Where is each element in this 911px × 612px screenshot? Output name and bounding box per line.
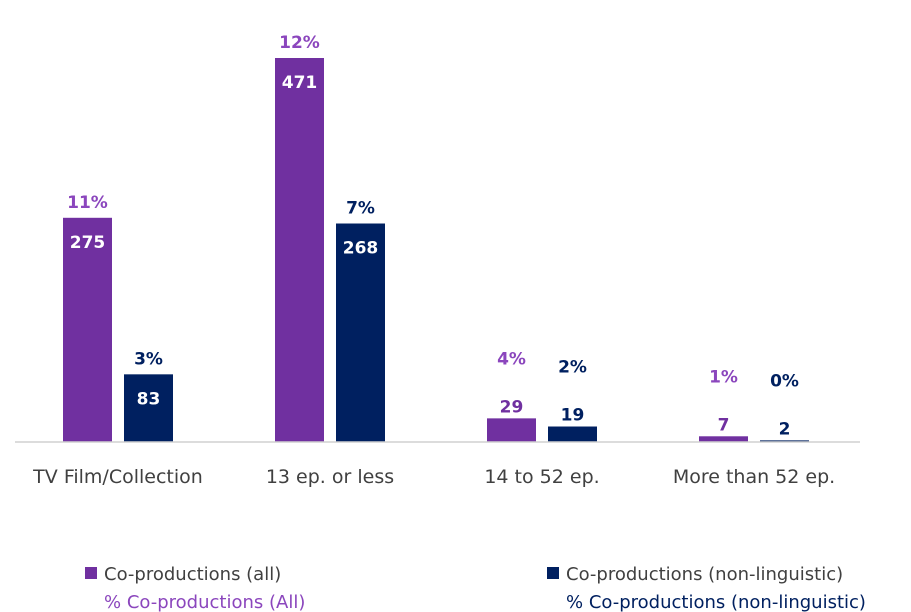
bar-all-1 — [275, 58, 324, 442]
bar-all-2 — [487, 418, 536, 442]
bar-non-linguistic-1 — [336, 223, 385, 442]
percent-label-non-linguistic-3: 0% — [770, 371, 799, 391]
value-label-all-0: 275 — [70, 233, 106, 253]
value-label-all-1: 471 — [282, 73, 318, 93]
bar-all-3 — [699, 436, 748, 442]
value-label-non-linguistic-0: 83 — [137, 389, 161, 409]
legend-label-non-linguistic-percent: % Co-productions (non-linguistic) — [566, 592, 866, 612]
percent-label-non-linguistic-1: 7% — [346, 199, 375, 219]
legend-label-all: Co-productions (all) — [104, 564, 281, 585]
bar-non-linguistic-2 — [548, 426, 597, 442]
legend-swatch-all — [85, 567, 97, 579]
value-label-non-linguistic-1: 268 — [343, 239, 379, 259]
bar-all-0 — [63, 217, 112, 442]
percent-label-all-3: 1% — [709, 367, 738, 387]
legend: Co-productions (all) % Co-productions (A… — [85, 564, 866, 612]
legend-label-non-linguistic: Co-productions (non-linguistic) — [566, 564, 843, 585]
percent-label-all-2: 4% — [497, 349, 526, 369]
value-label-non-linguistic-3: 2 — [779, 419, 791, 439]
value-label-all-2: 29 — [500, 397, 524, 417]
bars-layer: 275 11% 83 3% 471 12% 268 7% 29 4% 19 2% 7 1% 2 0% — [63, 33, 809, 442]
category-label-0: TV Film/Collection — [32, 466, 203, 488]
bar-non-linguistic-0 — [124, 374, 173, 442]
category-label-3: More than 52 ep. — [673, 466, 835, 488]
legend-label-all-percent: % Co-productions (All) — [104, 592, 305, 612]
bar-non-linguistic-3 — [760, 440, 809, 442]
category-labels: TV Film/Collection 13 ep. or less 14 to 52… — [32, 466, 835, 488]
value-label-all-3: 7 — [718, 415, 730, 435]
percent-label-non-linguistic-2: 2% — [558, 358, 587, 378]
value-label-non-linguistic-2: 19 — [561, 406, 585, 426]
category-label-2: 14 to 52 ep. — [484, 466, 599, 488]
percent-label-non-linguistic-0: 3% — [134, 349, 163, 369]
category-label-1: 13 ep. or less — [266, 466, 394, 488]
percent-label-all-1: 12% — [279, 33, 320, 53]
legend-swatch-non-linguistic — [547, 567, 559, 579]
percent-label-all-0: 11% — [67, 193, 108, 213]
